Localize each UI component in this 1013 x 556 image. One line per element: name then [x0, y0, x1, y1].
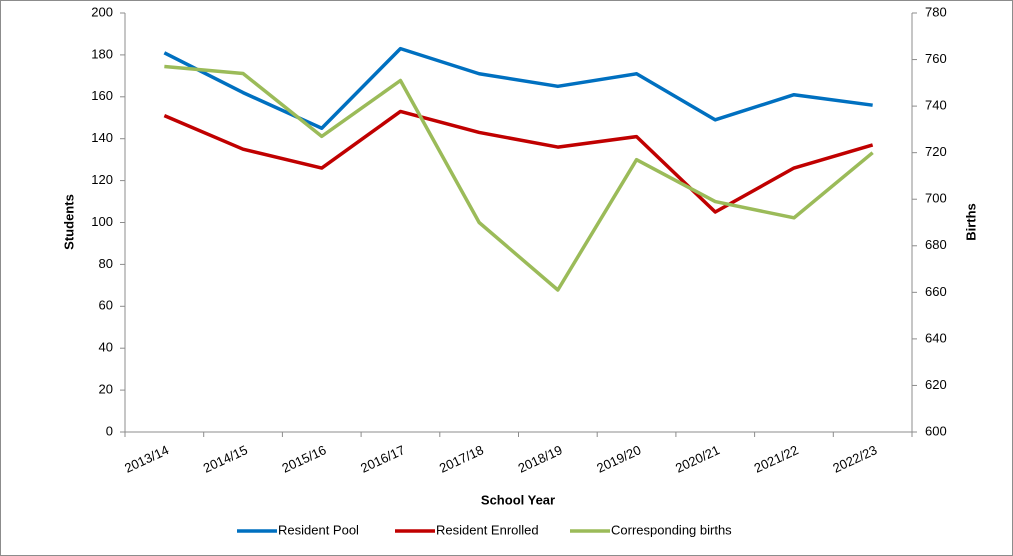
- y-tick-label: 180: [91, 46, 113, 61]
- y-tick-label: 120: [91, 172, 113, 187]
- y-tick-label: 100: [91, 214, 113, 229]
- y-tick-label: 40: [99, 340, 113, 355]
- y-tick-label: 80: [99, 256, 113, 271]
- y2-axis-title: Births: [963, 203, 978, 241]
- y-tick-label: 160: [91, 88, 113, 103]
- legend-label: Corresponding births: [611, 522, 732, 537]
- y-axis-title: Students: [61, 194, 76, 250]
- y2-tick-label: 740: [925, 98, 947, 113]
- y2-tick-label: 780: [925, 4, 947, 19]
- series-line: [164, 64, 874, 292]
- y2-tick-label: 600: [925, 423, 947, 438]
- y2-tick-label: 760: [925, 51, 947, 66]
- series-line: [163, 46, 873, 130]
- y2-tick-label: 620: [925, 377, 947, 392]
- y-tick-label: 140: [91, 130, 113, 145]
- y-tick-label: 0: [106, 423, 113, 438]
- legend-label: Resident Pool: [278, 522, 359, 537]
- y-tick-label: 60: [99, 298, 113, 313]
- series-line: [163, 109, 874, 214]
- y-tick-label: 20: [99, 382, 113, 397]
- y2-tick-label: 700: [925, 191, 947, 206]
- y-tick-label: 200: [91, 4, 113, 19]
- x-axis-title: School Year: [481, 492, 555, 507]
- legend-label: Resident Enrolled: [436, 522, 539, 537]
- y2-tick-label: 660: [925, 284, 947, 299]
- y2-tick-label: 680: [925, 237, 947, 252]
- y2-tick-label: 640: [925, 330, 947, 345]
- y2-tick-label: 720: [925, 144, 947, 159]
